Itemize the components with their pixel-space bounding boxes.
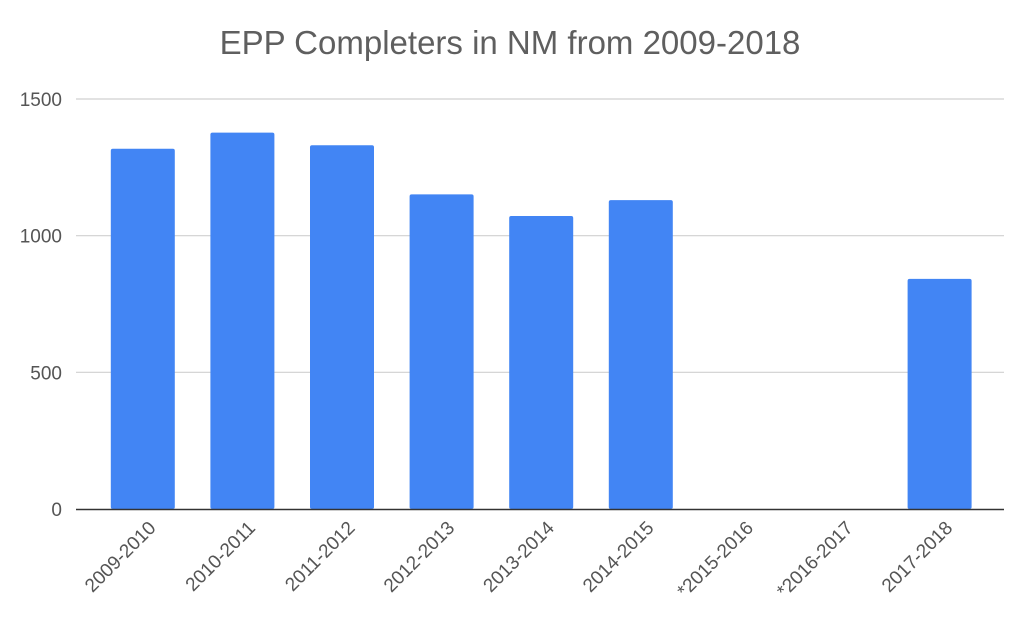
bars	[110, 132, 972, 510]
y-tick-label: 0	[51, 500, 62, 521]
x-tick-label: 2017-2018	[878, 518, 957, 597]
bar-2012-2013	[409, 194, 474, 510]
bar-2010-2011	[210, 132, 275, 509]
chart-title: EPP Completers in NM from 2009-2018	[220, 24, 801, 61]
y-tick-label: 1500	[20, 90, 62, 111]
y-axis-tick-labels: 0 500 1000 1500	[20, 90, 62, 521]
x-axis-tick-labels: 2009-2010 2010-2011 2011-2012 2012-2013 2013…	[81, 517, 957, 602]
x-tick-label: *2016-2017	[773, 518, 857, 602]
bar-2017-2018	[907, 278, 972, 509]
x-tick-label: 2013-2014	[480, 517, 559, 596]
x-tick-label: 2011-2012	[281, 518, 359, 596]
bar-2013-2014	[509, 215, 574, 509]
y-tick-label: 500	[30, 363, 62, 384]
x-tick-label: 2009-2010	[81, 518, 160, 597]
x-tick-label: 2010-2011	[182, 518, 260, 596]
bar-2011-2012	[310, 145, 374, 509]
x-tick-label: *2015-2016	[674, 518, 758, 602]
bar-2009-2010	[110, 148, 175, 509]
x-tick-label: 2012-2013	[380, 518, 459, 597]
y-tick-label: 1000	[20, 227, 62, 248]
bar-2014-2015	[608, 200, 673, 509]
x-tick-label: 2014-2015	[579, 518, 658, 597]
